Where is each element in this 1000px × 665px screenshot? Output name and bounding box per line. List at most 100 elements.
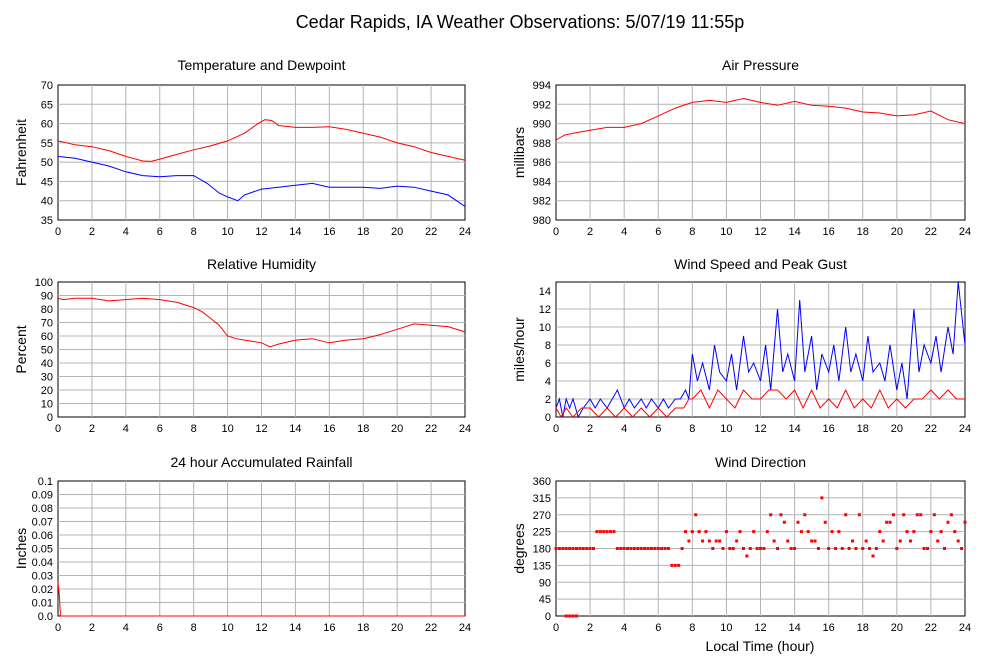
direction-point xyxy=(765,530,769,534)
direction-point xyxy=(789,547,793,550)
pressure-chart-title: Air Pressure xyxy=(722,57,799,73)
rain-y-tick-label: 0.01 xyxy=(32,598,53,610)
direction-x-tick-label: 22 xyxy=(925,622,937,634)
humidity-y-tick-label: 50 xyxy=(41,345,53,357)
direction-point xyxy=(585,547,589,550)
direction-point xyxy=(697,530,701,534)
humidity-chart-title: Relative Humidity xyxy=(207,256,316,272)
pressure-y-tick-label: 982 xyxy=(533,196,551,208)
wind-x-tick-label: 20 xyxy=(891,423,903,435)
direction-y-tick-label: 270 xyxy=(533,510,551,522)
direction-point xyxy=(673,563,677,567)
direction-point xyxy=(902,513,906,517)
direction-point xyxy=(660,547,664,550)
direction-point xyxy=(919,513,923,517)
humidity-y-tick-label: 90 xyxy=(41,291,53,303)
direction-point xyxy=(680,547,684,550)
direction-point xyxy=(936,539,940,543)
humidity-x-tick-label: 24 xyxy=(459,423,471,435)
rain-y-tick-label: 0.02 xyxy=(32,584,53,596)
direction-x-tick-label: 6 xyxy=(655,622,661,634)
direction-point xyxy=(851,539,855,543)
direction-point xyxy=(857,513,861,517)
direction-point xyxy=(908,539,912,543)
humidity-y-tick-label: 0 xyxy=(47,412,53,424)
temp-series-1-line xyxy=(57,155,466,207)
pressure-x-tick-label: 6 xyxy=(655,226,661,238)
direction-point xyxy=(609,530,613,534)
temp-y-tick-label: 50 xyxy=(41,157,53,169)
wind-y-tick-label: 2 xyxy=(545,394,551,406)
direction-x-tick-label: 4 xyxy=(621,622,627,634)
direction-point xyxy=(656,547,660,550)
temp-y-tick-label: 60 xyxy=(41,119,53,131)
direction-x-tick-label: 14 xyxy=(788,622,800,634)
direction-point xyxy=(847,547,851,550)
temp-y-tick-label: 40 xyxy=(41,196,53,208)
rain-x-tick-label: 12 xyxy=(255,622,267,634)
direction-point xyxy=(602,530,606,534)
direction-point xyxy=(690,530,694,534)
wind-y-axis-label: miles/hour xyxy=(511,317,527,382)
wind-x-tick-label: 24 xyxy=(959,423,971,435)
direction-point xyxy=(711,547,715,550)
direction-point xyxy=(735,539,739,543)
rain-x-tick-label: 2 xyxy=(89,622,95,634)
wind-y-tick-label: 12 xyxy=(539,304,551,316)
direction-chart: 0 2 4 6 8 10 12 14 16 18 20 22 240459013518022527031… xyxy=(511,454,971,634)
direction-point xyxy=(864,539,868,543)
direction-point xyxy=(769,513,773,517)
rain-x-tick-label: 18 xyxy=(357,622,369,634)
direction-point xyxy=(649,547,653,550)
direction-point xyxy=(793,547,797,550)
direction-point xyxy=(816,547,820,550)
pressure-y-tick-label: 988 xyxy=(533,138,551,150)
rain-x-tick-label: 20 xyxy=(391,622,403,634)
direction-point xyxy=(745,554,749,558)
pressure-x-tick-label: 0 xyxy=(553,226,559,238)
direction-point xyxy=(888,520,892,524)
humidity-x-tick-label: 20 xyxy=(391,423,403,435)
wind-x-tick-label: 16 xyxy=(823,423,835,435)
temp-y-tick-label: 35 xyxy=(41,215,53,227)
direction-point xyxy=(878,530,882,534)
direction-point xyxy=(823,520,827,524)
rain-y-tick-label: 0.1 xyxy=(38,476,53,488)
direction-point xyxy=(820,496,824,500)
pressure-y-tick-label: 984 xyxy=(533,176,551,188)
direction-point xyxy=(956,539,960,543)
direction-point xyxy=(694,513,698,517)
direction-point xyxy=(929,530,933,534)
rain-y-tick-label: 0.06 xyxy=(32,530,53,542)
rain-series-0-line xyxy=(57,582,465,617)
direction-y-tick-label: 360 xyxy=(533,476,551,488)
temp-y-tick-label: 45 xyxy=(41,176,53,188)
direction-point xyxy=(629,547,633,550)
direction-x-tick-label: 2 xyxy=(587,622,593,634)
direction-x-tick-label: 20 xyxy=(891,622,903,634)
pressure-y-axis-label: millibars xyxy=(511,127,527,178)
direction-point xyxy=(595,530,599,534)
wind-x-tick-label: 2 xyxy=(587,423,593,435)
wind-y-tick-label: 14 xyxy=(539,286,551,298)
temp-x-tick-label: 2 xyxy=(89,226,95,238)
direction-point xyxy=(632,547,636,550)
direction-point xyxy=(714,539,718,543)
direction-point xyxy=(574,614,578,618)
rain-chart: 0 2 4 6 8 10 12 14 16 18 20 22 240.00.010.020.030.04… xyxy=(13,454,471,634)
wind-series-1-line xyxy=(555,388,965,419)
direction-point xyxy=(830,530,834,534)
rain-x-tick-label: 4 xyxy=(123,622,129,634)
temp-y-tick-label: 65 xyxy=(41,99,53,111)
pressure-x-tick-label: 20 xyxy=(891,226,903,238)
pressure-x-tick-label: 2 xyxy=(587,226,593,238)
rain-x-tick-label: 8 xyxy=(191,622,197,634)
humidity-x-tick-label: 10 xyxy=(221,423,233,435)
direction-point xyxy=(840,547,844,550)
direction-x-tick-label: 16 xyxy=(823,622,835,634)
pressure-x-tick-label: 24 xyxy=(959,226,971,238)
humidity-x-tick-label: 6 xyxy=(157,423,163,435)
direction-point xyxy=(653,547,657,550)
pressure-y-tick-label: 986 xyxy=(533,157,551,169)
direction-point xyxy=(612,530,616,534)
